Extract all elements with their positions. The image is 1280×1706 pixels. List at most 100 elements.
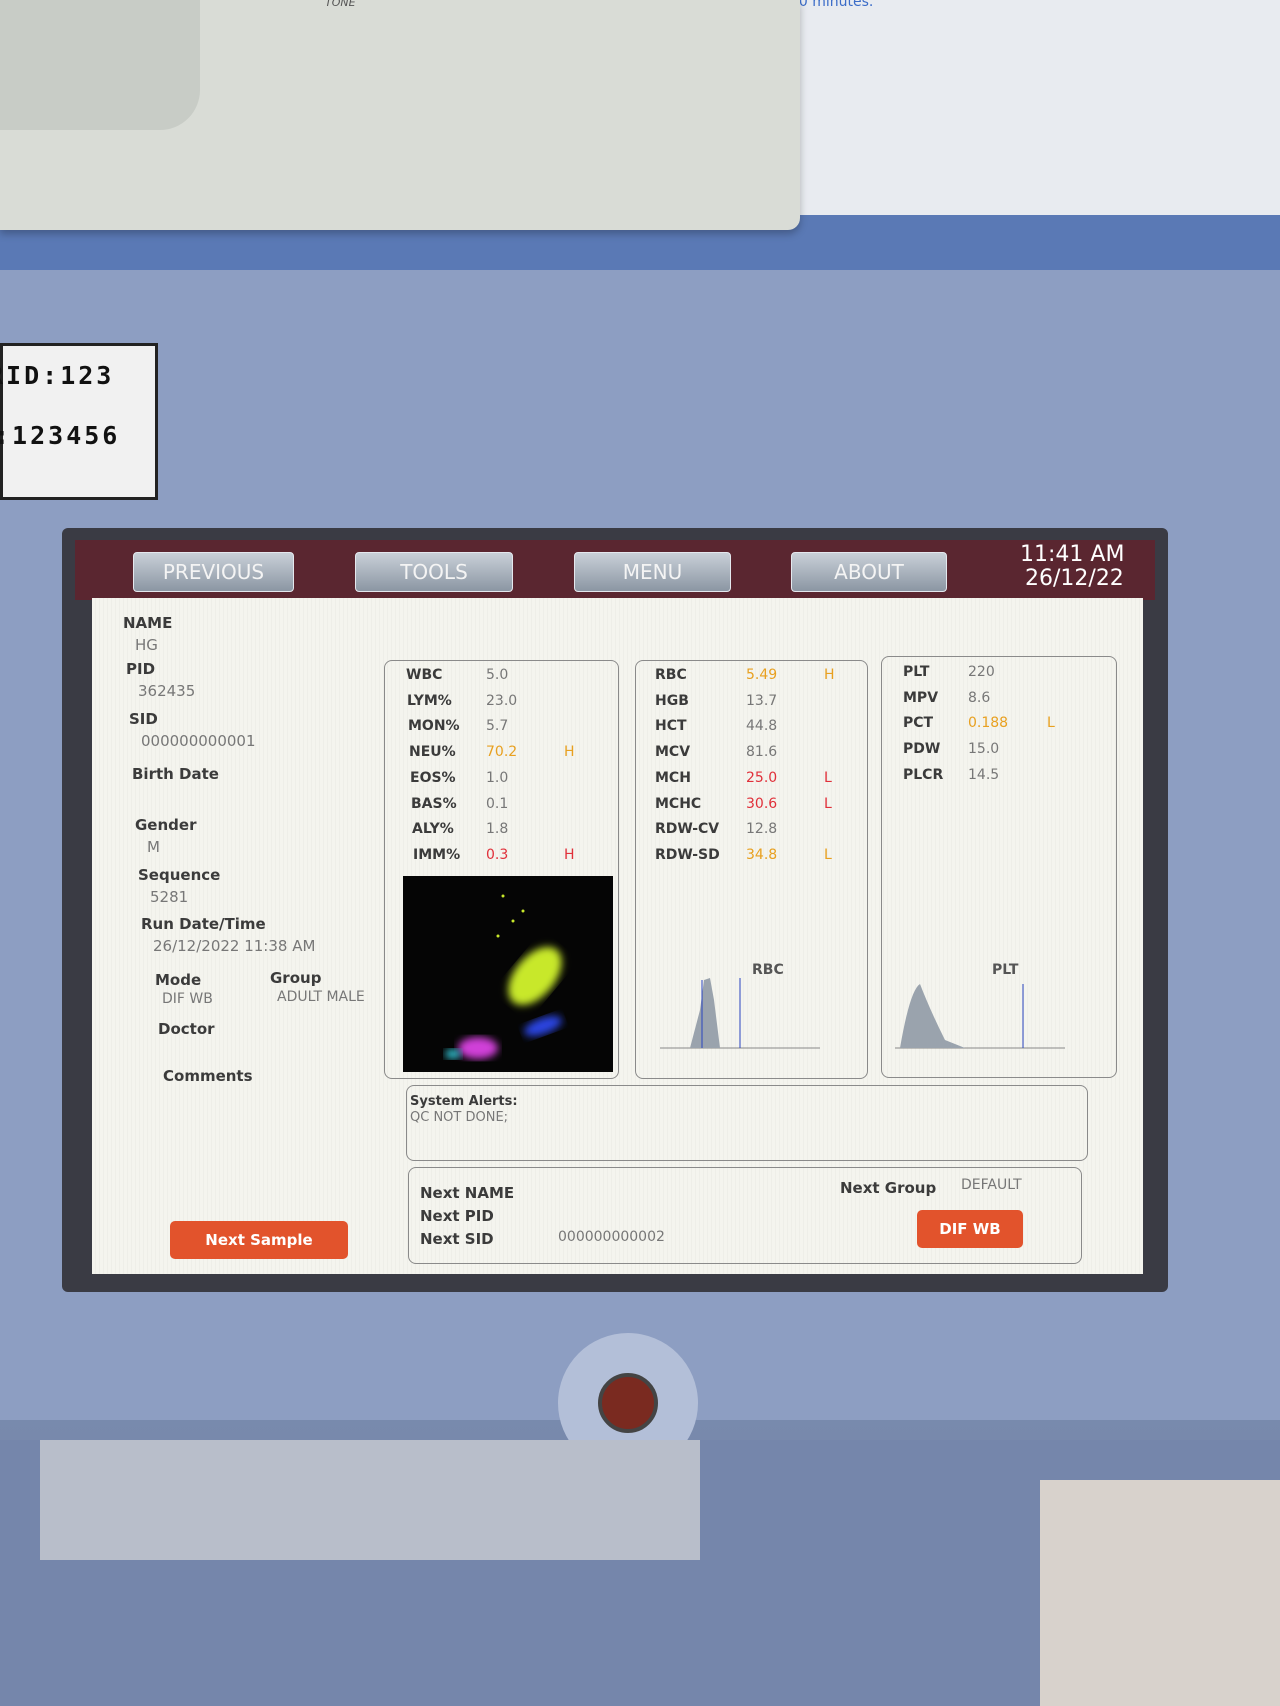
field-label: Group (270, 969, 322, 987)
sticker-text: :123456 (0, 421, 121, 450)
field-value: M (147, 838, 160, 856)
result-label: MCH (655, 769, 691, 786)
field-label: PID (126, 660, 156, 678)
next-box (408, 1167, 1082, 1264)
result-label: EOS% (410, 769, 456, 786)
next-label: Next NAME (420, 1184, 515, 1202)
result-label: LYM% (407, 692, 452, 709)
result-panel (635, 660, 868, 1079)
result-value: 0.188 (968, 715, 1009, 732)
histogram-label: PLT (992, 962, 1019, 978)
nav-button[interactable]: PREVIOUS (133, 552, 294, 592)
result-label: WBC (406, 667, 443, 683)
result-flag: L (824, 795, 832, 812)
result-label: HGB (655, 692, 689, 709)
result-value: 81.6 (746, 744, 778, 761)
result-label: MPV (903, 689, 939, 706)
result-label: PDW (903, 741, 941, 758)
histogram-label: RBC (752, 962, 784, 978)
power-button[interactable] (598, 1373, 658, 1433)
result-value: 70.2 (486, 744, 518, 761)
result-value: 15.0 (968, 741, 1000, 758)
nav-button[interactable]: ABOUT (791, 552, 947, 592)
result-flag: L (824, 769, 832, 786)
result-value: 14.5 (968, 766, 1000, 783)
result-panel (881, 656, 1117, 1078)
field-label: Gender (135, 816, 197, 834)
result-flag: L (824, 846, 832, 863)
rbc-histogram (660, 978, 820, 1049)
field-label: SID (129, 710, 158, 728)
field-label: Comments (163, 1067, 253, 1085)
result-label: NEU% (409, 744, 456, 761)
tone-label: TONE (325, 0, 356, 9)
field-value: 362435 (138, 682, 196, 700)
sticker-text: RID:123 (0, 361, 115, 390)
field-value: 5281 (150, 888, 189, 906)
label-sticker (40, 1440, 700, 1560)
result-value: 5.7 (486, 718, 509, 735)
nav-button[interactable]: MENU (574, 552, 731, 592)
plt-histogram (895, 984, 1065, 1049)
result-value: 8.6 (968, 689, 991, 706)
result-value: 1.0 (486, 769, 509, 786)
floor (1040, 1480, 1280, 1706)
field-value: DIF WB (162, 991, 213, 1007)
result-label: MON% (408, 718, 460, 735)
result-value: 5.49 (746, 667, 778, 683)
result-label: MCHC (655, 795, 702, 812)
result-value: 0.1 (486, 795, 509, 812)
run-button[interactable]: DIF WB (917, 1210, 1023, 1248)
result-label: PCT (903, 715, 934, 732)
next-label: Next SID (420, 1230, 494, 1248)
field-value: HG (135, 636, 158, 654)
next-sample-button[interactable]: Next Sample (170, 1221, 348, 1259)
result-panel (384, 660, 619, 1079)
nav-button[interactable]: TOOLS (355, 552, 513, 592)
result-label: RDW-SD (655, 846, 720, 863)
field-label: Birth Date (132, 765, 219, 783)
next-value: 000000000002 (558, 1229, 665, 1245)
result-value: 220 (968, 664, 995, 680)
scatter-plot (403, 876, 613, 1072)
result-flag: H (564, 744, 575, 761)
result-value: 13.7 (746, 692, 778, 709)
next-value: DEFAULT (961, 1177, 1022, 1193)
result-label: HCT (655, 718, 687, 735)
result-value: 23.0 (486, 692, 518, 709)
next-label: Next Group (840, 1179, 937, 1197)
result-value: 1.8 (486, 821, 509, 838)
field-label: NAME (123, 614, 173, 632)
paper (760, 0, 1280, 215)
paper-note: 30 minutes. (790, 0, 874, 10)
result-value: 34.8 (746, 846, 778, 863)
field-label: Sequence (138, 866, 221, 884)
result-value: 5.0 (486, 667, 509, 683)
result-value: 12.8 (746, 821, 778, 838)
clock-time: 11:41 AM (1020, 542, 1125, 567)
next-label: Next PID (420, 1207, 494, 1225)
result-label: ALY% (412, 821, 454, 838)
field-value: ADULT MALE (277, 989, 365, 1005)
field-label: Doctor (158, 1020, 215, 1038)
alert-message: QC NOT DONE; (410, 1110, 509, 1125)
field-value: 000000000001 (141, 732, 256, 750)
result-flag: H (824, 667, 835, 683)
result-flag: H (564, 846, 575, 863)
result-value: 25.0 (746, 769, 778, 786)
result-value: 44.8 (746, 718, 778, 735)
result-label: MCV (655, 744, 691, 761)
result-label: RBC (655, 667, 687, 683)
result-label: RDW-CV (655, 821, 720, 838)
result-label: PLCR (903, 766, 944, 783)
result-label: PLT (903, 664, 930, 680)
printer-slot (0, 0, 200, 130)
result-value: 0.3 (486, 846, 509, 863)
result-value: 30.6 (746, 795, 778, 812)
screen (92, 598, 1143, 1274)
sticker (0, 343, 158, 500)
field-value: 26/12/2022 11:38 AM (153, 937, 316, 955)
result-label: BAS% (411, 795, 457, 812)
result-label: IMM% (413, 846, 461, 863)
